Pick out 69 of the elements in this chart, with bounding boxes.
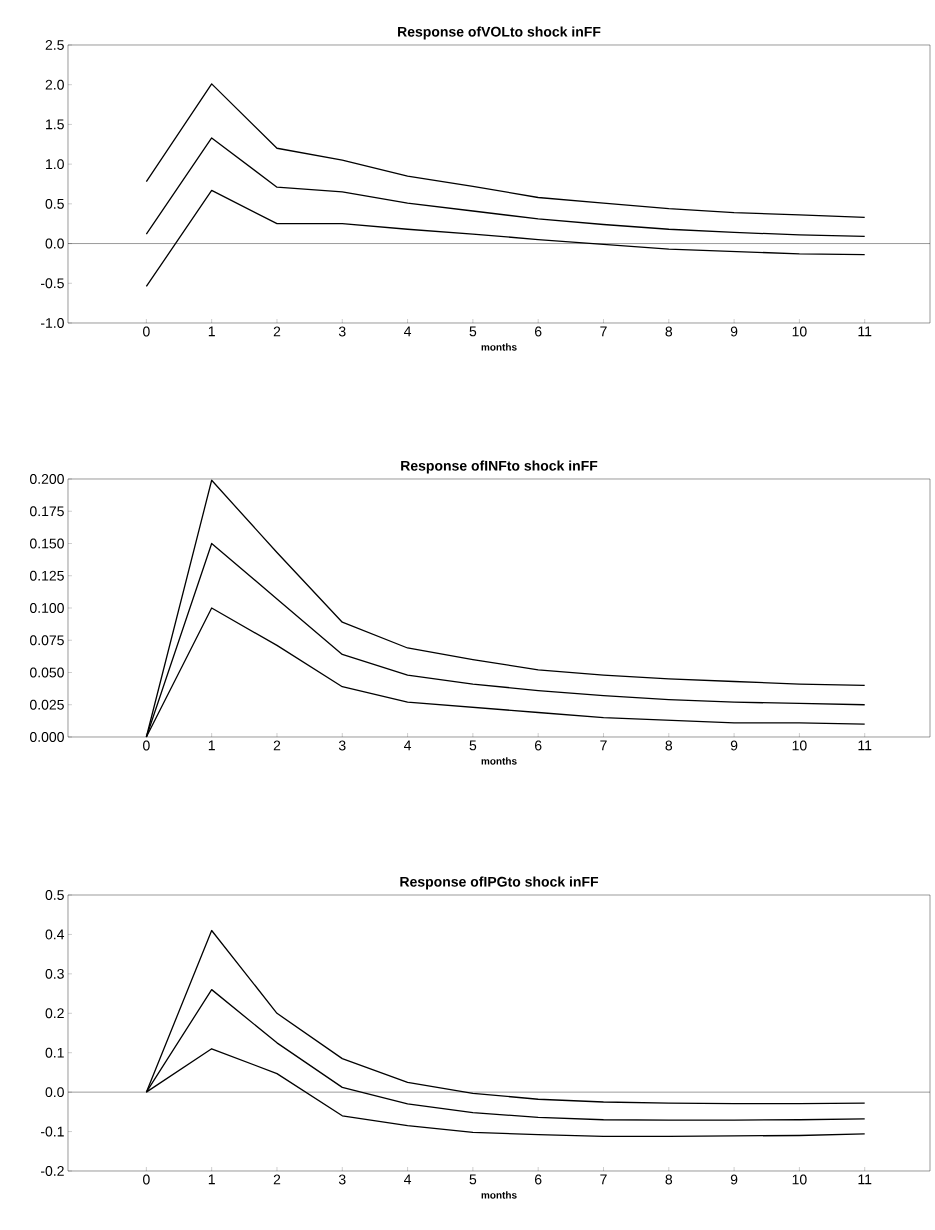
y-tick-label: 2.5 — [45, 40, 64, 50]
y-tick-label: 0.3 — [45, 968, 64, 979]
y-tick-label: 0.175 — [29, 506, 64, 517]
y-tick-label: 0.000 — [29, 732, 64, 742]
x-tick-label: 2 — [273, 1174, 281, 1185]
y-tick-label: -0.5 — [40, 278, 64, 289]
x-tick-label: 7 — [600, 326, 607, 337]
x-tick-label: 4 — [404, 740, 412, 751]
line-series — [145, 137, 866, 238]
x-tick-label: 4 — [404, 1174, 412, 1185]
y-tick-label: 0.5 — [45, 198, 64, 209]
x-tick-label: 10 — [792, 326, 807, 337]
x-tick-label: 1 — [208, 326, 215, 337]
y-tick-label: 0.4 — [45, 929, 65, 940]
x-tick-label: 7 — [600, 1174, 607, 1185]
y-tick-label: 0.200 — [29, 474, 64, 484]
y-tick-label: -1.0 — [40, 318, 64, 328]
x-tick-label: 3 — [338, 740, 346, 751]
chart-title: Response ofVOLto shock inFF — [398, 26, 601, 40]
x-tick-label: 1 — [208, 1174, 215, 1185]
x-tick-label: 2 — [273, 326, 281, 337]
y-tick-label: 0.075 — [29, 635, 64, 646]
y-tick-label: 0.125 — [29, 570, 64, 581]
x-tick-label: 4 — [404, 326, 412, 337]
y-tick-label: -0.1 — [40, 1126, 64, 1137]
x-axis-title: months — [481, 343, 517, 351]
x-tick-label: 0 — [143, 326, 150, 337]
y-tick-label: 0.025 — [29, 699, 64, 710]
x-tick-label: 9 — [730, 1174, 738, 1185]
x-tick-label: 11 — [858, 740, 872, 751]
x-tick-label: 9 — [730, 326, 738, 337]
x-tick-label: 5 — [469, 1174, 477, 1185]
x-tick-label: 10 — [792, 1174, 807, 1185]
x-tick-label: 8 — [665, 1174, 673, 1185]
x-tick-label: 6 — [535, 1174, 542, 1185]
x-tick-label: 1 — [208, 740, 215, 751]
y-tick-label: -0.2 — [40, 1166, 64, 1176]
x-tick-label: 10 — [792, 740, 807, 751]
x-tick-label: 0 — [143, 740, 150, 751]
x-tick-label: 11 — [858, 326, 872, 337]
x-tick-label: 3 — [338, 1174, 346, 1185]
chart-title: Response ofINFto shock inFF — [401, 460, 598, 474]
x-tick-label: 0 — [143, 1174, 150, 1185]
x-tick-label: 3 — [338, 326, 346, 337]
x-tick-label: 5 — [469, 326, 477, 337]
x-tick-label: 8 — [665, 740, 673, 751]
line-series — [145, 83, 866, 218]
x-tick-label: 8 — [665, 326, 673, 337]
y-tick-label: 0.0 — [45, 1087, 64, 1098]
x-tick-label: 9 — [730, 740, 738, 751]
x-axis-title: months — [481, 1191, 517, 1199]
y-tick-label: 0.2 — [45, 1008, 64, 1019]
x-tick-label: 11 — [858, 1174, 872, 1185]
y-tick-label: 2.0 — [45, 79, 64, 90]
x-tick-label: 7 — [600, 740, 607, 751]
y-tick-label: 0.050 — [29, 667, 64, 678]
y-tick-label: 1.5 — [46, 119, 64, 130]
x-tick-label: 6 — [535, 740, 542, 751]
chart-title: Response ofIPGto shock inFF — [400, 876, 599, 890]
x-tick-label: 5 — [469, 740, 477, 751]
x-axis-title: months — [481, 757, 517, 765]
x-tick-label: 2 — [273, 740, 281, 751]
x-tick-label: 6 — [535, 326, 542, 337]
y-tick-label: 0.5 — [45, 890, 64, 900]
y-tick-label: 0.0 — [45, 238, 64, 249]
y-tick-label: 0.150 — [29, 538, 64, 549]
y-tick-label: 0.100 — [29, 603, 64, 613]
y-tick-label: 1.0 — [46, 159, 64, 170]
y-tick-label: 0.1 — [45, 1047, 64, 1058]
